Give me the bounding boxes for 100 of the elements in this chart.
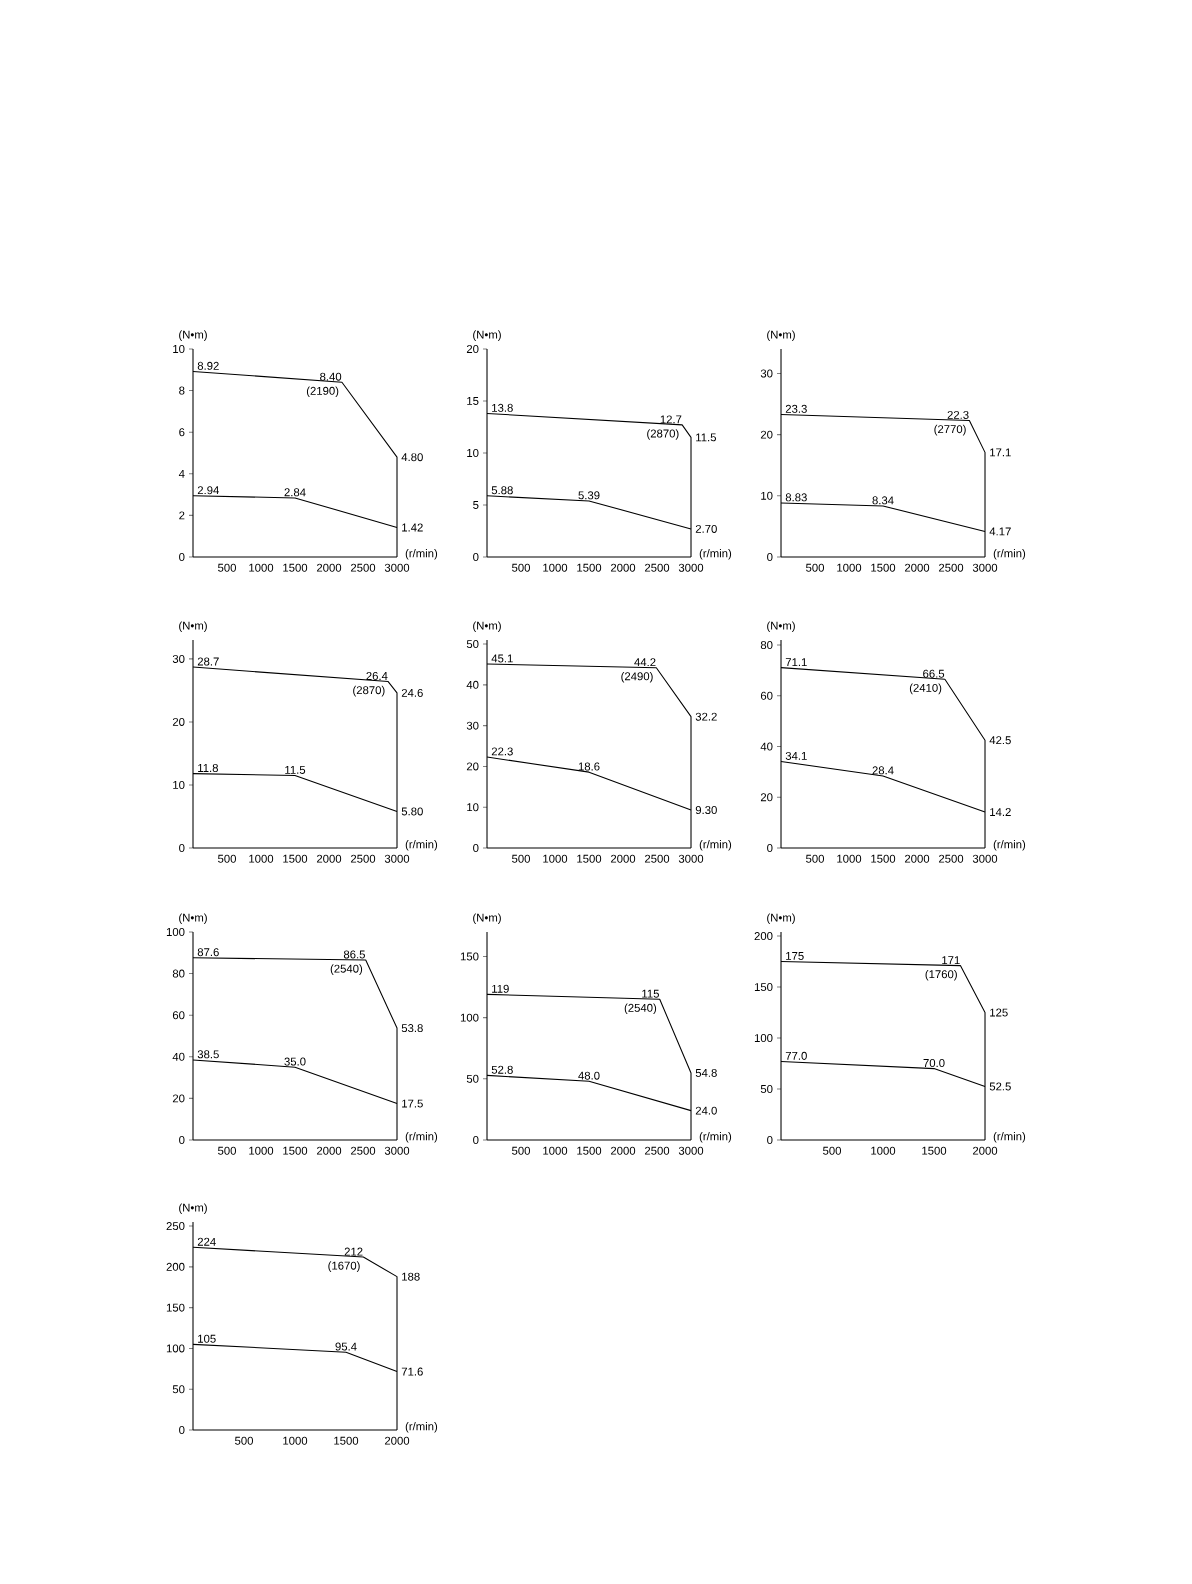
y-tick-label: 0 (473, 552, 479, 561)
data-label: 11.5 (285, 765, 306, 774)
x-tick-label: 500 (806, 854, 825, 863)
y-tick-label: 0 (767, 552, 773, 561)
data-label: 105 (198, 1334, 216, 1343)
y-tick-label: 0 (179, 1425, 185, 1434)
y-tick-label: 30 (466, 721, 479, 730)
x-tick-label: 3000 (384, 563, 410, 572)
data-label: 54.8 (695, 1068, 717, 1077)
data-label: 5.80 (401, 807, 423, 816)
x-tick-label: 2500 (350, 854, 376, 863)
y-tick-label: 20 (172, 717, 185, 726)
y-tick-label: 10 (761, 491, 773, 500)
y-tick-label: 80 (172, 969, 185, 978)
data-label: 171 (942, 956, 960, 965)
annotation: (2870) (353, 685, 385, 697)
y-tick-label: 20 (466, 344, 479, 353)
data-label: 28.4 (872, 766, 894, 775)
annotation: (2540) (624, 1003, 657, 1015)
y-tick-label: 200 (166, 1262, 185, 1271)
x-tick-label: 2000 (610, 1146, 636, 1155)
y-tick-label: 8 (179, 386, 185, 395)
data-label: 24.0 (695, 1106, 717, 1115)
data-label: 22.3 (947, 410, 969, 419)
x-tick-label: 500 (512, 854, 531, 863)
data-label: 23.3 (785, 404, 807, 413)
x-tick-label: 2000 (384, 1436, 410, 1445)
y-tick-label: 50 (760, 1085, 773, 1094)
data-label: 5.39 (578, 491, 600, 500)
x-tick-label: 2000 (972, 1146, 998, 1155)
x-tick-label: 1000 (283, 1436, 308, 1445)
x-tick-label: 1000 (543, 563, 568, 572)
y-tick-label: 50 (466, 1074, 479, 1083)
annotation: (2770) (934, 424, 966, 436)
x-axis-title: (r/min) (993, 840, 1026, 851)
x-tick-label: 2500 (644, 563, 670, 572)
x-tick-label: 500 (218, 1146, 237, 1155)
y-tick-label: 60 (760, 691, 773, 700)
y-tick-label: 0 (473, 1135, 479, 1144)
data-label: 48.0 (578, 1071, 600, 1080)
x-tick-label: 500 (218, 563, 236, 572)
y-tick-label: 0 (179, 1135, 185, 1144)
data-label: 45.1 (491, 654, 513, 663)
x-tick-label: 2000 (316, 854, 342, 863)
data-label: 24.6 (401, 688, 423, 697)
x-tick-label: 2500 (938, 563, 964, 572)
x-axis-title: (r/min) (699, 840, 732, 851)
data-label: 14.2 (990, 808, 1011, 816)
data-label: 2.84 (284, 488, 306, 497)
x-tick-label: 500 (218, 854, 236, 863)
y-axis-title: (N•m) (473, 621, 501, 632)
y-tick-label: 0 (179, 552, 185, 561)
y-tick-label: 15 (467, 397, 479, 405)
x-tick-label: 1500 (577, 854, 602, 863)
x-tick-label: 1000 (871, 1146, 896, 1155)
y-tick-label: 100 (166, 927, 185, 936)
data-label: 71.1 (785, 658, 807, 667)
y-tick-label: 0 (767, 843, 773, 852)
y-axis-title: (N•m) (179, 913, 207, 924)
x-axis-title: (r/min) (699, 1132, 732, 1143)
data-label: 52.8 (491, 1065, 513, 1074)
y-axis-title: (N•m) (473, 330, 501, 341)
x-tick-label: 3000 (972, 563, 998, 572)
x-tick-label: 3000 (678, 563, 704, 572)
y-tick-label: 50 (466, 640, 479, 649)
y-tick-label: 150 (166, 1303, 185, 1312)
data-label: 35.0 (284, 1057, 306, 1066)
x-tick-label: 2000 (316, 563, 342, 572)
x-tick-label: 1500 (577, 1146, 602, 1155)
x-axis-title: (r/min) (699, 549, 732, 560)
y-tick-label: 2 (179, 511, 185, 520)
annotation: (1670) (328, 1261, 360, 1272)
y-tick-label: 40 (760, 742, 773, 751)
data-label: 4.80 (401, 453, 423, 462)
x-tick-label: 500 (512, 563, 531, 572)
y-tick-label: 80 (760, 641, 773, 650)
y-tick-label: 150 (460, 952, 479, 961)
x-tick-label: 2500 (644, 854, 670, 863)
x-tick-label: 500 (512, 1146, 531, 1155)
data-label: 87.6 (197, 948, 219, 957)
data-label: 32.2 (695, 712, 717, 721)
annotation: (2490) (621, 671, 653, 683)
y-tick-label: 50 (172, 1385, 185, 1394)
x-tick-label: 3000 (678, 1146, 704, 1155)
x-tick-label: 2000 (904, 563, 930, 572)
y-tick-label: 10 (467, 803, 479, 812)
data-label: 12.7 (660, 415, 682, 424)
data-label: 1.42 (402, 523, 423, 532)
data-label: 5.88 (491, 486, 513, 495)
data-label: 95.4 (335, 1342, 357, 1351)
data-label: 17.5 (402, 1099, 423, 1108)
data-label: 119 (492, 984, 509, 993)
x-tick-label: 1500 (283, 854, 308, 863)
y-tick-label: 20 (172, 1094, 185, 1103)
data-label: 22.3 (491, 747, 513, 756)
data-label: 26.4 (366, 671, 388, 680)
x-tick-label: 2000 (610, 563, 636, 572)
data-label: 52.5 (989, 1082, 1011, 1091)
y-tick-label: 0 (473, 843, 479, 852)
y-tick-label: 200 (754, 932, 773, 941)
